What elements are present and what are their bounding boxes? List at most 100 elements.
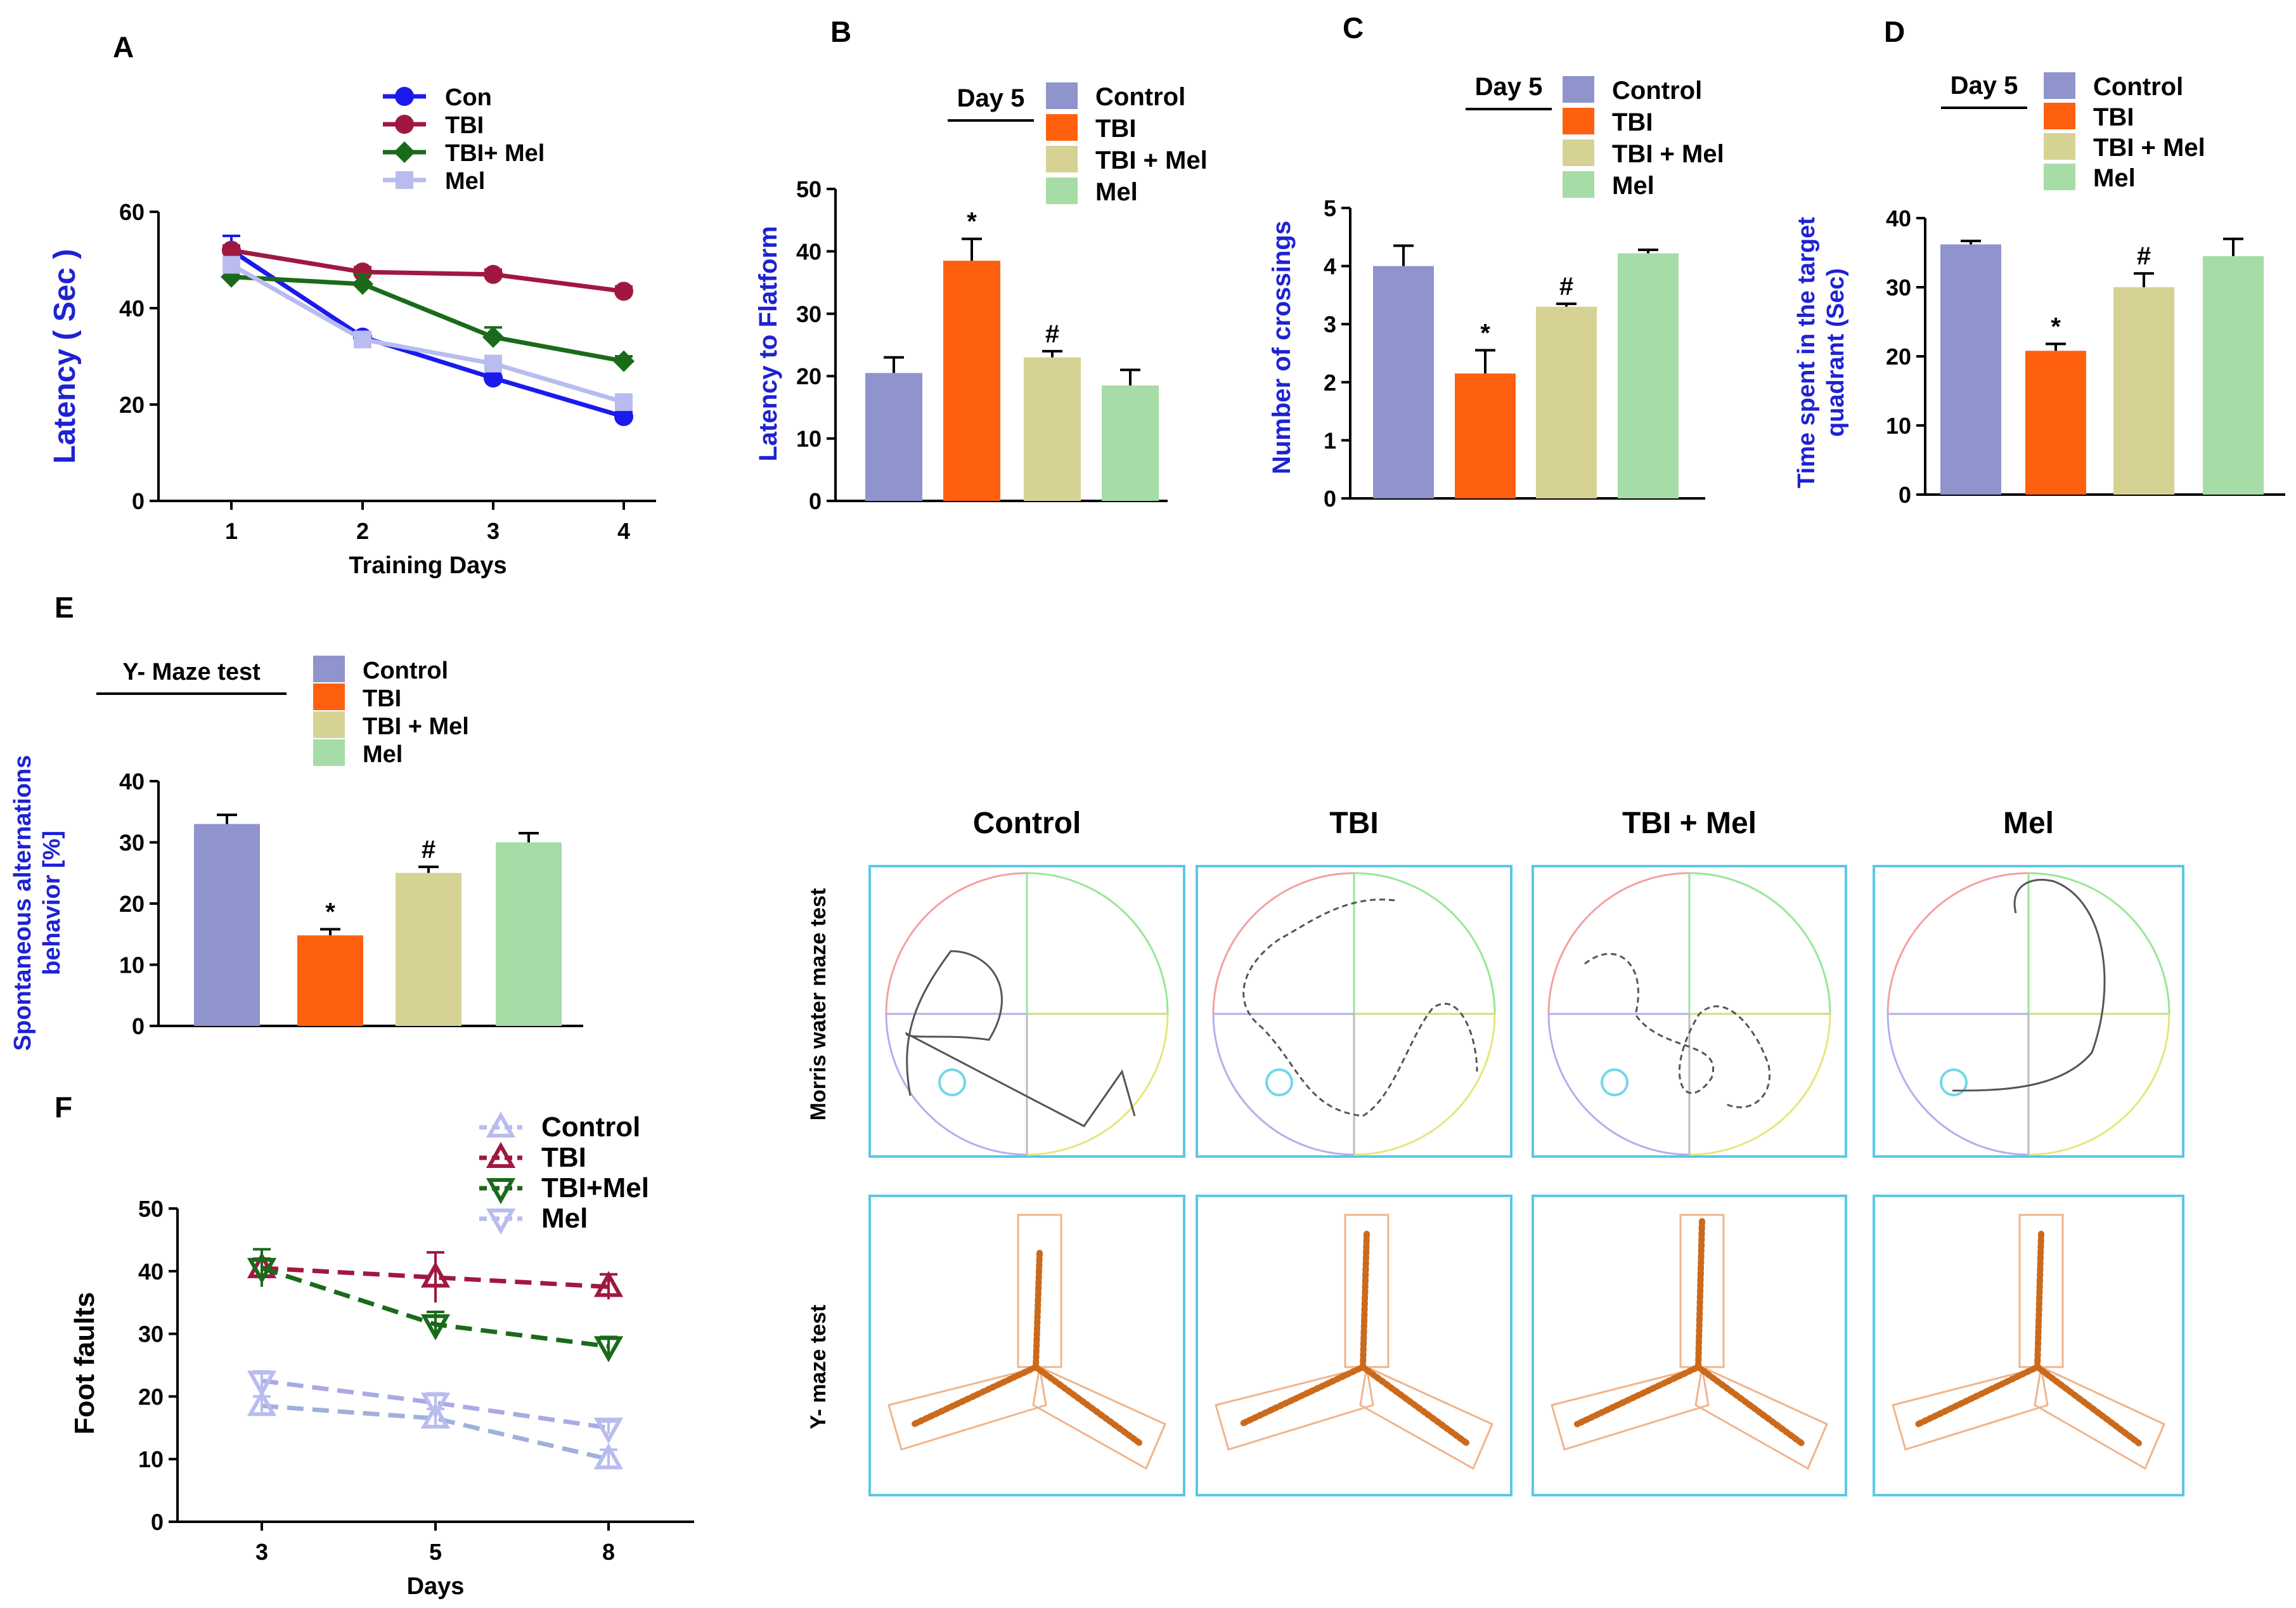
panel-A: A 0 20 40 60 1 2 3 4 Training Days Latency ( Sec )… [48, 30, 656, 579]
swim-path [1952, 878, 2106, 1092]
bar-control [1940, 244, 2001, 495]
legend-label: Mel [1612, 172, 1654, 200]
swim-path [1584, 952, 1770, 1108]
significance-mark: # [1559, 273, 1573, 301]
legend-label: TBI [363, 685, 401, 712]
legend-label: Mel [445, 168, 485, 195]
panel-B: B 0 10 20 30 40 50 Latency to Flatform * # Day 5 Co… [754, 15, 1208, 514]
ymaze-arm [2018, 1214, 2064, 1368]
y-tick-label: 10 [119, 952, 145, 978]
x-tick-label: 3 [255, 1539, 268, 1565]
y-tick-label: 10 [1886, 413, 1911, 439]
bar-mel [2203, 256, 2264, 495]
pool-quadrant [1689, 1013, 1831, 1156]
panel-label: D [1884, 15, 1905, 48]
series-line [261, 1266, 609, 1289]
ymaze-frame [1532, 1195, 1847, 1496]
panel-label: C [1343, 11, 1364, 44]
y-tick-label: 30 [119, 830, 145, 856]
x-axis-label: Training Days [349, 552, 506, 579]
y-tick-label: 1 [1324, 427, 1336, 453]
y-tick-label: 20 [119, 392, 145, 418]
legend-swatch [313, 684, 345, 710]
panel-label: F [55, 1091, 72, 1124]
ymaze-track [1915, 1231, 2142, 1446]
y-axis-label: Time spent in the target [1793, 217, 1820, 488]
bar-tbi [943, 261, 1000, 501]
ymaze-arm [1344, 1214, 1390, 1368]
data-point [484, 264, 503, 284]
y-axis-label: Latency ( Sec ) [48, 249, 82, 464]
y-tick-label: 0 [1899, 482, 1911, 508]
ymaze-frame [1196, 1195, 1512, 1496]
platform [938, 1068, 966, 1096]
data-point [420, 1314, 451, 1340]
pool-quadrant [1547, 1013, 1690, 1156]
legend-label: Control [2093, 73, 2183, 101]
pool-quadrant [1886, 872, 2029, 1015]
y-tick-label: 30 [138, 1321, 164, 1347]
data-point [352, 273, 373, 295]
legend-swatch [2044, 164, 2075, 190]
data-point [222, 240, 241, 260]
legend-swatch [1563, 171, 1594, 198]
legend-swatch [1046, 146, 1078, 172]
y-axis-label: quadrant (Sec) [1822, 268, 1849, 437]
legend-label: TBI+Mel [541, 1172, 649, 1203]
ymaze-track [1574, 1218, 1805, 1446]
swim-path [1242, 898, 1478, 1117]
pool-quadrant [1212, 872, 1355, 1015]
platform [1601, 1068, 1628, 1096]
legend-swatch [1046, 82, 1078, 109]
pool-quadrant [1353, 872, 1496, 1015]
panel-label: E [55, 591, 74, 624]
x-tick-label: 5 [429, 1539, 442, 1565]
y-tick-label: 40 [796, 238, 822, 264]
y-tick-label: 30 [1886, 275, 1911, 301]
ymaze-track [1238, 1231, 1470, 1446]
track-row-label: Y- maze test [806, 1305, 830, 1430]
series-line [231, 248, 624, 294]
track-panels: Control TBI TBI + Mel Mel Morris water maze … [806, 807, 2184, 1496]
ymaze-arm [1359, 1365, 1493, 1470]
y-tick-label: 0 [809, 488, 822, 514]
y-tick-label: 50 [796, 176, 822, 202]
legend-label: TBI [1095, 115, 1136, 143]
group-title: Day 5 [1475, 73, 1543, 101]
legend-label: TBI + Mel [1612, 140, 1724, 168]
data-point [614, 282, 633, 301]
group-title: Day 5 [1951, 72, 2018, 100]
ymaze-arm [1032, 1365, 1166, 1470]
series-line [230, 248, 624, 419]
data-point [247, 1390, 277, 1417]
bar-control [1373, 266, 1434, 498]
y-tick-label: 2 [1324, 370, 1336, 396]
ymaze-track [911, 1250, 1143, 1446]
bar-control [865, 373, 922, 501]
ymaze-arm [1694, 1365, 1828, 1470]
ymaze-arm [2034, 1365, 2165, 1470]
legend-swatch [1563, 76, 1594, 103]
legend-label: TBI [541, 1142, 586, 1173]
series-line [261, 1403, 609, 1462]
legend-label: Control [541, 1112, 640, 1143]
y-tick-label: 40 [119, 768, 145, 794]
legend-label: Con [445, 84, 492, 111]
y-tick-label: 20 [1886, 344, 1911, 370]
significance-mark: # [1045, 320, 1059, 348]
y-tick-label: 40 [119, 295, 145, 321]
x-tick-label: 8 [602, 1539, 615, 1565]
y-tick-label: 20 [138, 1384, 164, 1410]
data-point [484, 368, 503, 388]
panel-C: C 0 1 2 3 4 5 Number of crossings * # Day 5 Control… [1268, 11, 1724, 512]
legend-label: TBI [2093, 103, 2134, 131]
legend-label: Control [363, 658, 448, 684]
data-point [223, 256, 240, 274]
platform [1940, 1068, 1968, 1096]
data-point [486, 1209, 516, 1235]
track-column-title: Mel [2003, 807, 2054, 840]
data-point [613, 350, 635, 372]
significance-mark: * [1480, 319, 1490, 347]
data-point [354, 330, 371, 349]
legend-label: Control [1095, 83, 1185, 111]
